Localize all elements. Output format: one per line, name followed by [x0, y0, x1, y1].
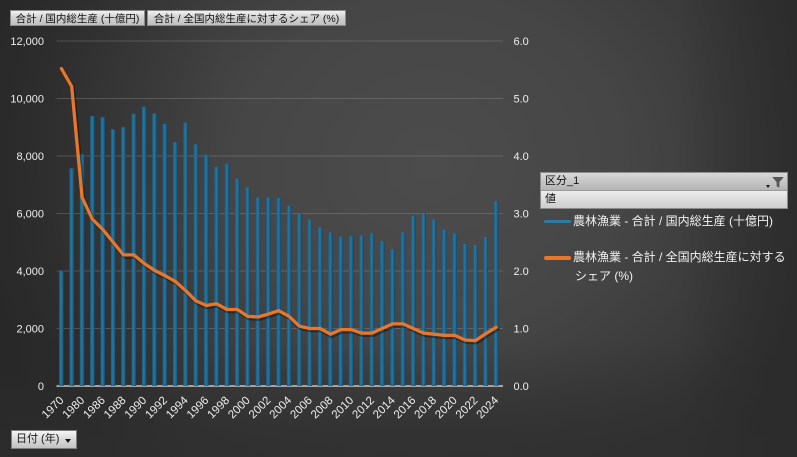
svg-text:1996: 1996	[185, 395, 212, 422]
svg-text:2010: 2010	[330, 395, 357, 422]
svg-text:4.0: 4.0	[514, 151, 529, 163]
svg-text:2020: 2020	[433, 395, 460, 422]
svg-text:4,000: 4,000	[16, 266, 44, 278]
svg-text:1994: 1994	[164, 394, 191, 421]
svg-text:2024: 2024	[475, 394, 502, 421]
svg-text:0: 0	[38, 381, 44, 393]
svg-text:8,000: 8,000	[16, 151, 44, 163]
svg-text:2016: 2016	[392, 395, 419, 422]
svg-text:6,000: 6,000	[16, 209, 44, 221]
svg-text:2014: 2014	[371, 394, 398, 421]
svg-text:2022: 2022	[454, 395, 481, 422]
svg-text:2018: 2018	[413, 395, 440, 422]
svg-text:2004: 2004	[268, 394, 295, 421]
svg-text:2008: 2008	[309, 395, 336, 422]
svg-text:0.0: 0.0	[514, 381, 529, 393]
svg-text:1988: 1988	[102, 395, 129, 422]
svg-text:1998: 1998	[206, 395, 233, 422]
svg-text:1.0: 1.0	[514, 324, 529, 336]
svg-text:12,000: 12,000	[10, 36, 44, 48]
svg-text:1990: 1990	[123, 395, 150, 422]
svg-text:1986: 1986	[81, 395, 108, 422]
svg-text:3.0: 3.0	[514, 209, 529, 221]
svg-text:2000: 2000	[226, 395, 253, 422]
svg-text:1980: 1980	[61, 395, 88, 422]
svg-text:5.0: 5.0	[514, 94, 529, 106]
svg-text:2.0: 2.0	[514, 266, 529, 278]
svg-text:2002: 2002	[247, 395, 274, 422]
svg-text:2,000: 2,000	[16, 324, 44, 336]
svg-text:2012: 2012	[350, 395, 377, 422]
svg-text:10,000: 10,000	[10, 94, 44, 106]
svg-text:1992: 1992	[143, 395, 170, 422]
svg-text:6.0: 6.0	[514, 36, 529, 48]
svg-text:1970: 1970	[40, 395, 67, 422]
svg-text:2006: 2006	[288, 395, 315, 422]
